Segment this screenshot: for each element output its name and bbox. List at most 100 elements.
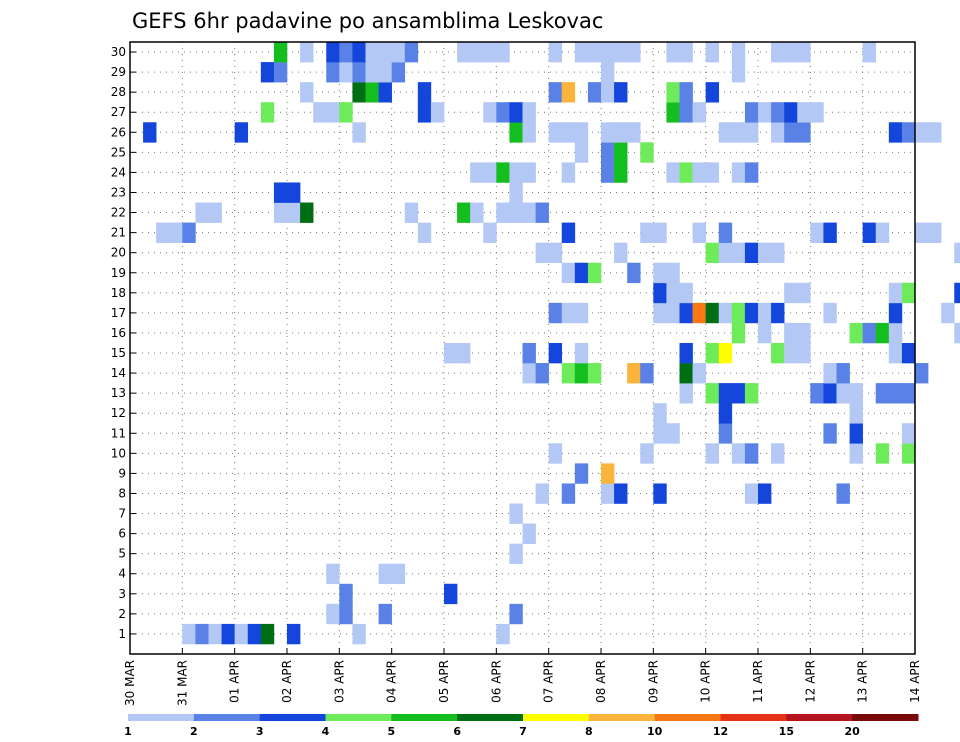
precip-cell xyxy=(849,383,863,404)
precip-cell xyxy=(457,42,471,63)
precip-cell xyxy=(496,623,510,645)
precip-cell xyxy=(404,202,419,223)
precip-cell xyxy=(522,122,536,143)
precip-cell xyxy=(326,603,340,625)
precip-cell xyxy=(208,623,222,645)
x-tick-label: 08 APR xyxy=(594,660,608,703)
precip-cell xyxy=(483,162,497,183)
precip-cell xyxy=(444,342,458,364)
colorbar-label: 20 xyxy=(845,725,861,738)
colorbar-label: 10 xyxy=(647,725,663,738)
precip-cell xyxy=(535,242,549,264)
precip-cell xyxy=(300,202,314,223)
precip-cell xyxy=(901,282,916,304)
precip-cell xyxy=(679,342,693,364)
precip-cell xyxy=(378,82,392,103)
precip-cell xyxy=(587,262,602,284)
precipitation-cells xyxy=(143,42,960,645)
colorbar-label: 7 xyxy=(519,725,527,738)
precip-cell xyxy=(509,182,523,203)
precip-cell xyxy=(679,42,693,63)
precip-cell xyxy=(574,342,589,364)
y-tick-label: 4 xyxy=(118,567,126,581)
precip-cell xyxy=(823,383,837,404)
y-tick-label: 12 xyxy=(111,406,126,420)
precip-cell xyxy=(758,302,772,324)
precip-cell xyxy=(614,483,628,504)
precip-cell xyxy=(522,202,536,223)
precip-cell xyxy=(273,42,288,63)
precip-cell xyxy=(718,222,733,243)
precip-cell xyxy=(483,102,497,123)
precip-cell xyxy=(875,322,890,344)
precip-cell xyxy=(182,222,196,243)
y-tick-label: 18 xyxy=(111,286,126,300)
precip-cell xyxy=(653,262,667,284)
colorbar-label: 8 xyxy=(585,725,593,738)
precip-cell xyxy=(758,242,772,264)
precip-cell xyxy=(705,443,720,464)
precip-cell xyxy=(195,202,209,223)
precip-cell xyxy=(300,42,314,63)
precip-cell xyxy=(849,322,863,344)
colorbar-segment xyxy=(852,714,919,721)
precip-cell xyxy=(561,122,576,143)
precip-cell xyxy=(574,363,589,384)
precip-cell xyxy=(627,122,641,143)
precip-cell xyxy=(705,242,720,264)
precip-cell xyxy=(627,42,641,63)
y-tick-label: 14 xyxy=(111,366,126,380)
precip-cell xyxy=(326,62,340,83)
precip-cell xyxy=(744,242,759,264)
colorbar-label: 12 xyxy=(713,725,728,738)
precip-cell xyxy=(574,262,589,284)
precip-cell xyxy=(731,302,746,324)
y-tick-label: 11 xyxy=(111,426,126,440)
precip-cell xyxy=(666,82,680,103)
precip-cell xyxy=(810,222,824,243)
precip-cell xyxy=(771,122,785,143)
precip-cell xyxy=(653,222,667,243)
precip-cell xyxy=(627,262,641,284)
precip-cell xyxy=(365,42,379,63)
colorbar-label: 3 xyxy=(256,725,264,738)
precip-cell xyxy=(548,443,563,464)
precip-cell xyxy=(797,102,811,123)
precip-cell xyxy=(862,42,877,63)
precip-cell xyxy=(705,82,720,103)
precip-cell xyxy=(352,82,366,103)
y-tick-label: 22 xyxy=(111,206,126,220)
precip-cell xyxy=(208,202,222,223)
precip-cell xyxy=(339,603,353,625)
colorbar-label: 6 xyxy=(453,725,461,738)
precip-cell xyxy=(601,483,615,504)
precip-cell xyxy=(522,162,536,183)
precip-cell xyxy=(509,603,523,625)
precip-cell xyxy=(744,102,759,123)
precip-cell xyxy=(548,342,563,364)
precip-cell xyxy=(679,363,693,384)
precip-cell xyxy=(640,363,654,384)
precip-cell xyxy=(470,202,484,223)
precip-cell xyxy=(653,403,667,424)
precip-cell xyxy=(509,122,523,143)
precip-cell xyxy=(666,282,680,304)
precip-cell xyxy=(928,222,942,243)
precip-cell xyxy=(744,162,759,183)
y-tick-label: 3 xyxy=(118,587,126,601)
precip-cell xyxy=(901,423,916,444)
precip-cell xyxy=(771,302,785,324)
precip-cell xyxy=(653,483,667,504)
precip-cell xyxy=(823,363,837,384)
precip-cell xyxy=(731,443,746,464)
precip-cell xyxy=(444,583,458,605)
precip-cell xyxy=(771,342,785,364)
precip-cell xyxy=(771,102,785,123)
precip-cell xyxy=(535,363,549,384)
precip-cell xyxy=(601,463,615,484)
precip-cell xyxy=(744,383,759,404)
precip-cell xyxy=(561,222,576,243)
precip-cell xyxy=(561,483,576,504)
precip-cell xyxy=(378,42,392,63)
precip-cell xyxy=(718,242,733,264)
